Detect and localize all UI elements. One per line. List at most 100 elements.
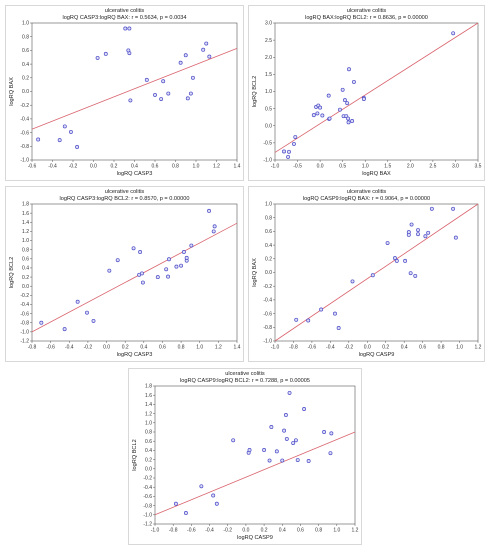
y-tick-label: -1.0 (263, 339, 272, 345)
chart-title: ulcerative colitis (104, 8, 145, 14)
data-point (131, 246, 136, 251)
y-tick-label: 0.4 (265, 243, 272, 249)
data-point (423, 234, 428, 239)
data-point (183, 53, 188, 58)
chart-title: ulcerative colitis (104, 189, 145, 195)
data-point (153, 92, 157, 97)
y-tick-label: -0.4 (20, 117, 29, 123)
x-tick-label: 1.2 (215, 345, 222, 351)
y-tick-label: -0.2 (263, 284, 272, 290)
x-tick-label: 1.4 (234, 164, 241, 170)
y-tick-label: 1.8 (22, 202, 29, 208)
data-point (103, 51, 108, 56)
scatter-plot-casp3-bcl2: -0.8 -0.6 -0.4 -0.2 0.0 0.2 0.4 0.6 0.8 1.0 1.2 1.4… (9, 202, 241, 358)
data-point (291, 141, 296, 146)
data-point (322, 430, 327, 434)
data-point (166, 274, 170, 279)
data-point (188, 91, 193, 96)
chart-subtitle: logRQ CASP3:logRQ BAX: r = 0.5634, p = 0… (62, 14, 187, 21)
data-point (370, 273, 375, 278)
data-point (85, 310, 89, 315)
data-point (320, 113, 325, 118)
y-tick-label: 0.0 (265, 270, 272, 276)
data-point (346, 116, 351, 121)
y-tick-label: 0.4 (145, 448, 152, 454)
y-tick-label: -1.0 (20, 158, 29, 164)
data-point (413, 273, 418, 278)
y-tick-label: -1.0 (143, 513, 152, 519)
x-tick-label: -0.4 (48, 164, 57, 170)
y-tick-label: -0.2 (143, 476, 152, 482)
data-point (189, 243, 194, 248)
y-tick-label: 1.0 (22, 238, 29, 244)
x-tick-label: -0.5 (293, 164, 302, 170)
y-axis-label: logRQ BAX (252, 258, 258, 287)
x-tick-label: 1.5 (384, 164, 391, 170)
y-tick-label: -0.2 (20, 103, 29, 109)
data-point (340, 87, 345, 92)
data-point (231, 438, 236, 443)
y-tick-label: 1.0 (265, 89, 272, 95)
y-tick-label: 0.8 (22, 34, 29, 40)
data-point (211, 229, 216, 234)
y-tick-label: 0.0 (22, 89, 29, 95)
x-tick-label: 0.4 (131, 164, 138, 170)
y-tick-label: -1.2 (143, 522, 152, 528)
data-point (416, 228, 420, 232)
x-axis-label: logRQ CASP9 (237, 535, 273, 541)
chart-title: ulcerative colitis (225, 371, 265, 377)
x-tick-label: 0.0 (317, 164, 324, 170)
chart-panel-casp3-bax: ulcerative colitis logRQ CASP3:logRQ BAX… (5, 5, 244, 181)
x-tick-label: 0.6 (297, 528, 304, 534)
x-axis-label: logRQ CASP3 (117, 171, 153, 177)
data-point (174, 264, 179, 269)
y-tick-label: -0.8 (20, 320, 29, 326)
data-point (155, 275, 160, 280)
data-point (294, 317, 299, 322)
data-point (394, 258, 399, 263)
data-point (306, 318, 311, 323)
data-point (75, 145, 80, 149)
chart-subtitle: logRQ BAX:logRQ BCL2: r = 0.8636, p = 0.… (305, 14, 428, 21)
x-tick-label: -1.0 (271, 164, 280, 170)
y-tick-label: 0.0 (265, 123, 272, 129)
data-point (429, 206, 434, 211)
x-tick-label: 0.8 (178, 345, 185, 351)
data-point (164, 267, 169, 272)
data-point (393, 256, 397, 261)
chart-panel-casp3-bcl2: ulcerative colitis logRQ CASP3:logRQ BCL… (5, 186, 244, 362)
chart-title: ulcerative colitis (346, 8, 387, 14)
scatter-plot-casp9-bax: -1.0 -0.8 -0.6 -0.4 -0.2 0.0 0.2 0.4 0.6 0.8 1.0 1.… (252, 202, 482, 358)
x-tick-label: -1.0 (271, 345, 280, 351)
y-axis-label: logRQ BAX (9, 77, 15, 106)
x-tick-label: -0.6 (28, 164, 37, 170)
regression-line (31, 222, 238, 333)
chart-subtitle: logRQ CASP3:logRQ BCL2: r = 0.8570, p = … (59, 195, 190, 202)
y-tick-label: 0.8 (22, 247, 29, 253)
data-point (39, 320, 44, 325)
data-point (36, 137, 41, 142)
data-point (293, 135, 298, 140)
x-tick-label: -0.6 (46, 345, 55, 351)
y-tick-label: -0.6 (143, 494, 152, 500)
y-tick-label: -0.4 (263, 298, 272, 304)
x-axis-label: logRQ BAX (362, 171, 391, 177)
x-tick-label: 0.6 (152, 164, 159, 170)
data-point (75, 299, 80, 304)
data-point (144, 77, 149, 82)
y-tick-label: 0.6 (145, 439, 152, 445)
x-tick-label: 0.2 (111, 164, 118, 170)
data-point (293, 438, 298, 443)
x-tick-label: -0.4 (205, 528, 214, 534)
regression-line (274, 22, 479, 153)
y-tick-label: 0.6 (265, 229, 272, 235)
y-tick-label: 1.2 (22, 229, 29, 235)
y-tick-label: -0.5 (263, 141, 272, 147)
y-tick-label: 0.6 (22, 48, 29, 54)
data-point (361, 97, 366, 101)
y-tick-label: 0.5 (265, 106, 272, 112)
data-point (138, 249, 143, 254)
y-tick-label: -0.4 (143, 485, 152, 491)
scatter-plot-bax-bcl2: -1.0 -0.5 0.0 0.5 1.0 1.5 2.0 2.5 3.0 3.5 -1.0 -0.5… (252, 21, 482, 177)
y-tick-label: 2.5 (265, 38, 272, 44)
